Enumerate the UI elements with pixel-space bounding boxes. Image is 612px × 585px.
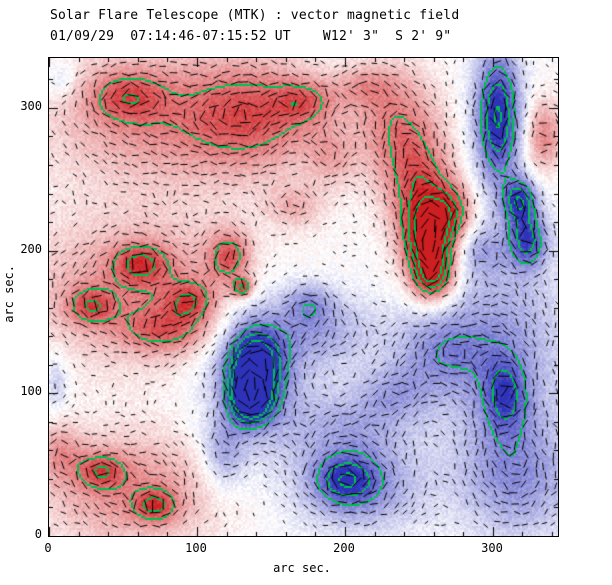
y-tick-label-300: 300 — [20, 99, 42, 113]
y-tick-label-100: 100 — [20, 384, 42, 398]
y-tick-label-0: 0 — [34, 527, 42, 541]
x-axis-label: arc sec. — [273, 561, 331, 575]
magnetogram-canvas — [49, 58, 558, 536]
x-tick-label-0: 0 — [44, 541, 52, 555]
plot-frame — [48, 57, 559, 537]
plot-subtitle: 01/09/29 07:14:46-07:15:52 UT W12' 3" S … — [50, 29, 452, 44]
x-tick-label-200: 200 — [333, 541, 355, 555]
y-tick-label-200: 200 — [20, 242, 42, 256]
x-tick-label-300: 300 — [481, 541, 503, 555]
y-axis-label: arc sec. — [2, 265, 16, 323]
plot-title: Solar Flare Telescope (MTK) : vector mag… — [50, 8, 460, 23]
x-tick-label-100: 100 — [185, 541, 207, 555]
